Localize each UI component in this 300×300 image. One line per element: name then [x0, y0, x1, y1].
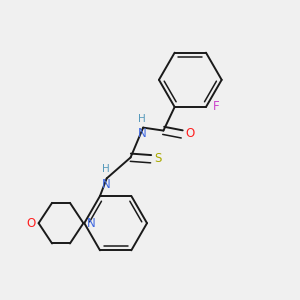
- Text: N: N: [138, 127, 147, 140]
- Text: F: F: [213, 100, 219, 113]
- Text: O: O: [185, 127, 194, 140]
- Text: N: N: [101, 178, 110, 191]
- Text: S: S: [154, 152, 161, 165]
- Text: H: H: [138, 114, 146, 124]
- Text: O: O: [26, 217, 36, 230]
- Text: H: H: [102, 164, 110, 175]
- Text: N: N: [86, 217, 95, 230]
